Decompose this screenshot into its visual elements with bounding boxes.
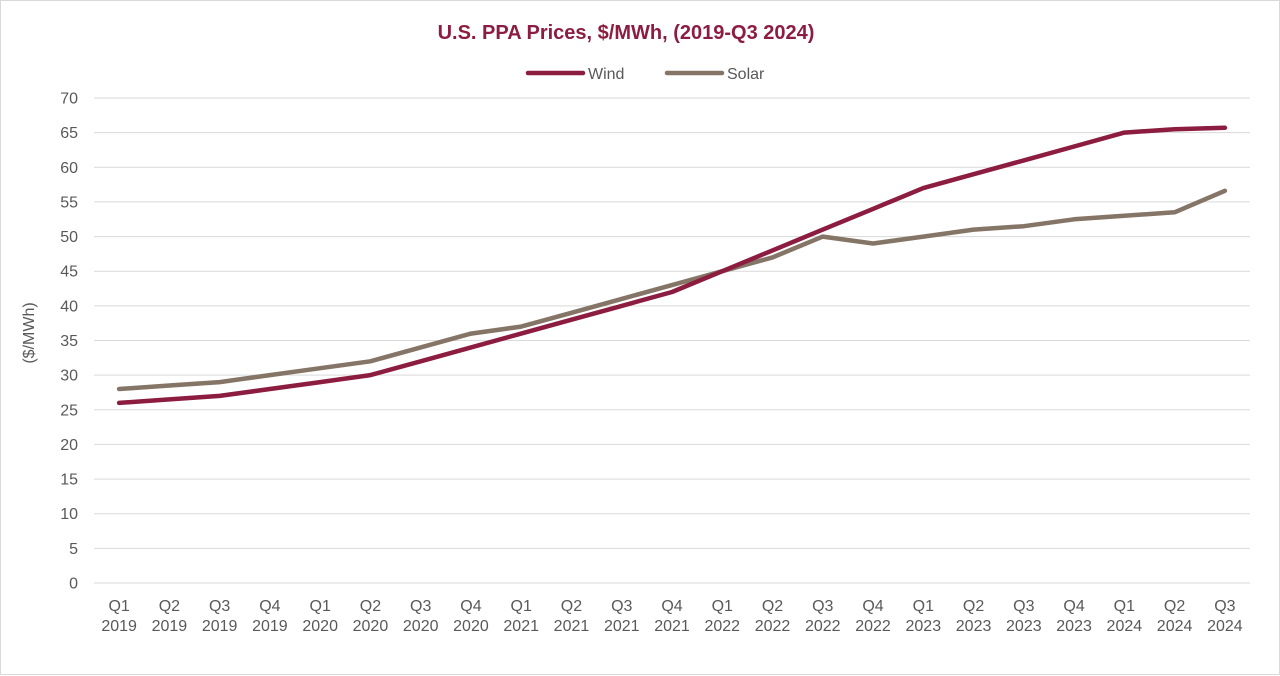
x-tick-label: Q2 2024 [1157,598,1193,635]
y-tick-label: 50 [60,229,78,246]
x-tick-label: Q3 2021 [604,598,640,635]
x-tick-label: Q1 2019 [101,598,137,635]
y-tick-label: 30 [60,368,78,385]
x-tick-label: Q4 2020 [453,598,489,635]
legend-label-solar: Solar [727,66,765,83]
y-tick-label: 20 [60,437,78,454]
y-tick-label: 65 [60,125,78,142]
y-axis-ticks: 0 5 10 15 20 25 30 35 40 45 50 55 60 65 70 [60,91,78,593]
series-line-wind [116,125,1228,406]
x-tick-label: Q1 2024 [1107,598,1143,635]
x-tick-label: Q2 2023 [956,598,992,635]
x-tick-label: Q3 2020 [403,598,439,635]
x-tick-label: Q3 2022 [805,598,841,635]
x-tick-label: Q2 2020 [353,598,389,635]
y-tick-label: 70 [60,91,78,108]
legend: Wind Solar [525,66,765,83]
y-tick-label: 60 [60,160,78,177]
series-lines [116,125,1228,406]
x-tick-label: Q4 2022 [855,598,891,635]
y-tick-label: 0 [69,576,78,593]
x-tick-label: Q1 2021 [503,598,539,635]
x-tick-label: Q2 2021 [554,598,590,635]
x-tick-label: Q2 2019 [152,598,188,635]
y-tick-label: 55 [60,194,78,211]
y-axis-label: ($/MWh) [21,302,38,363]
x-tick-label: Q2 2022 [755,598,791,635]
x-tick-label: Q1 2023 [906,598,942,635]
y-tick-label: 15 [60,472,78,489]
gridlines [94,97,1250,584]
y-tick-label: 40 [60,298,78,315]
x-tick-label: Q4 2023 [1056,598,1092,635]
chart-title: U.S. PPA Prices, $/MWh, (2019-Q3 2024) [438,22,815,44]
y-tick-label: 35 [60,333,78,350]
y-tick-label: 25 [60,402,78,419]
y-tick-label: 45 [60,264,78,281]
x-tick-label: Q4 2019 [252,598,288,635]
x-tick-label: Q1 2022 [704,598,740,635]
series-line-solar [116,188,1228,392]
x-tick-label: Q3 2024 [1207,598,1243,635]
y-tick-label: 10 [60,506,78,523]
x-tick-label: Q3 2023 [1006,598,1042,635]
x-tick-label: Q1 2020 [302,598,338,635]
x-tick-label: Q3 2019 [202,598,238,635]
legend-label-wind: Wind [588,66,624,83]
y-tick-label: 5 [69,541,78,558]
x-axis-ticks: Q1 2019 Q2 2019 Q3 2019 Q4 2019 Q1 2020 Q2 2020 Q3 20… [101,598,1242,635]
x-tick-label: Q4 2021 [654,598,690,635]
